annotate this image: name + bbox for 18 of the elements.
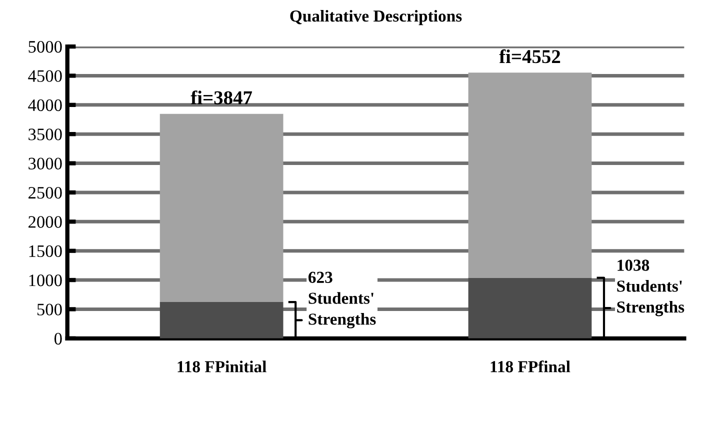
x-tick-label: 118 FPfinal bbox=[490, 360, 570, 372]
x-tick-label: 118 FPinitial bbox=[178, 360, 266, 372]
y-tick-label: 2500 bbox=[28, 186, 62, 199]
y-tick-label: 1500 bbox=[29, 245, 62, 258]
y-tick-label: 2000 bbox=[28, 216, 62, 228]
y-tick-label: 4000 bbox=[28, 99, 62, 112]
y-tick-label: 1000 bbox=[29, 274, 62, 286]
annotation: 623 Students' Strengths bbox=[308, 272, 376, 328]
y-tick-label: 3000 bbox=[28, 158, 62, 170]
y-tick-label: 500 bbox=[37, 304, 62, 316]
y-tick-label: 5000 bbox=[28, 41, 62, 53]
y-tick-label: 3500 bbox=[28, 128, 62, 140]
y-tick-label: 0 bbox=[54, 332, 62, 345]
y-tick-label: 4500 bbox=[28, 70, 62, 82]
annotation: fi=3847 bbox=[190, 90, 252, 104]
chart-title: Qualitative Descriptions bbox=[290, 10, 462, 26]
annotation: fi=4552 bbox=[499, 49, 560, 64]
annotation: 1038 Students' Strengths bbox=[617, 260, 684, 316]
